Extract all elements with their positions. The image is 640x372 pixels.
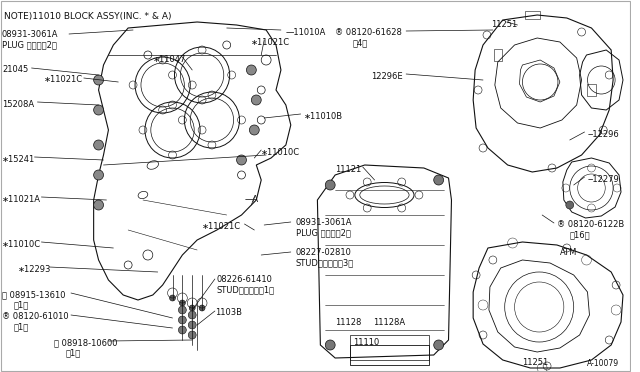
Text: ® 08120-61010: ® 08120-61010 [2, 312, 68, 321]
Text: ® 08120-61628: ® 08120-61628 [335, 28, 402, 37]
Text: ∗11010B: ∗11010B [303, 112, 343, 121]
Text: 11110: 11110 [353, 338, 379, 347]
Circle shape [188, 321, 196, 329]
Text: ‒12279: ‒12279 [588, 175, 620, 184]
Text: 11251: 11251 [491, 20, 517, 29]
Text: ® 08120-6122B: ® 08120-6122B [557, 220, 624, 229]
Text: ∗11021C: ∗11021C [202, 222, 241, 231]
Text: 08931-3061A: 08931-3061A [2, 30, 58, 39]
Circle shape [179, 306, 186, 314]
Text: —A: —A [244, 195, 259, 204]
Bar [350, 345, 429, 365]
Circle shape [189, 305, 195, 311]
Text: ∗11047: ∗11047 [153, 55, 186, 64]
Text: ∗11021C: ∗11021C [252, 38, 291, 47]
Circle shape [188, 331, 196, 339]
Text: 08226-61410: 08226-61410 [217, 275, 273, 284]
Circle shape [199, 305, 205, 311]
Text: （1）: （1） [14, 322, 29, 331]
Text: ATM: ATM [560, 248, 577, 257]
Circle shape [179, 326, 186, 334]
Text: ∗11021C: ∗11021C [44, 75, 83, 84]
Text: 12296E: 12296E [371, 72, 403, 81]
Bar [350, 335, 429, 360]
Text: A-10079: A-10079 [587, 359, 619, 368]
Circle shape [93, 75, 104, 85]
Text: STUDスタッド（3）: STUDスタッド（3） [296, 258, 354, 267]
Text: 21045: 21045 [2, 65, 28, 74]
Circle shape [325, 180, 335, 190]
Text: 11121: 11121 [335, 165, 362, 174]
Text: 08931-3061A: 08931-3061A [296, 218, 352, 227]
Text: （1）: （1） [14, 300, 29, 309]
Text: PLUG プラグ（2）: PLUG プラグ（2） [296, 228, 351, 237]
Circle shape [170, 295, 175, 301]
Circle shape [237, 155, 246, 165]
Circle shape [179, 300, 186, 306]
Text: 11128A: 11128A [372, 318, 404, 327]
Text: 11128: 11128 [335, 318, 362, 327]
Text: ∗11021A: ∗11021A [2, 195, 41, 204]
Text: 15208A: 15208A [2, 100, 34, 109]
Text: PLUG プラグ（2）: PLUG プラグ（2） [2, 40, 57, 49]
Text: 1103B: 1103B [215, 308, 242, 317]
Text: （16）: （16） [570, 230, 590, 239]
Text: ∗11010C: ∗11010C [2, 240, 41, 249]
Circle shape [93, 200, 104, 210]
Circle shape [434, 340, 444, 350]
Text: ∗15241: ∗15241 [2, 155, 35, 164]
Text: Ⓨ 08915-13610: Ⓨ 08915-13610 [2, 290, 65, 299]
Bar [525, 11, 540, 19]
Circle shape [325, 340, 335, 350]
Circle shape [93, 140, 104, 150]
Text: —11010A: —11010A [286, 28, 326, 37]
Text: （4）: （4） [353, 38, 368, 47]
Text: ∗11010C: ∗11010C [261, 148, 300, 157]
Text: 08227-02810: 08227-02810 [296, 248, 351, 257]
Bar [586, 84, 596, 96]
Text: STUDスタッド（1）: STUDスタッド（1） [217, 285, 275, 294]
Text: 11251: 11251 [522, 358, 548, 367]
Text: ∗12293: ∗12293 [18, 265, 51, 274]
Circle shape [252, 95, 261, 105]
Circle shape [246, 65, 256, 75]
Circle shape [93, 170, 104, 180]
Circle shape [188, 311, 196, 319]
Circle shape [434, 175, 444, 185]
Text: （1）: （1） [66, 348, 81, 357]
Bar [494, 49, 502, 61]
Text: Ⓡ 08918-10600: Ⓡ 08918-10600 [54, 338, 118, 347]
Circle shape [93, 105, 104, 115]
Circle shape [566, 201, 573, 209]
Text: ‒12296: ‒12296 [588, 130, 620, 139]
Circle shape [250, 125, 259, 135]
Circle shape [179, 316, 186, 324]
Text: NOTE)11010 BLOCK ASSY(INC. * & A): NOTE)11010 BLOCK ASSY(INC. * & A) [4, 12, 172, 21]
